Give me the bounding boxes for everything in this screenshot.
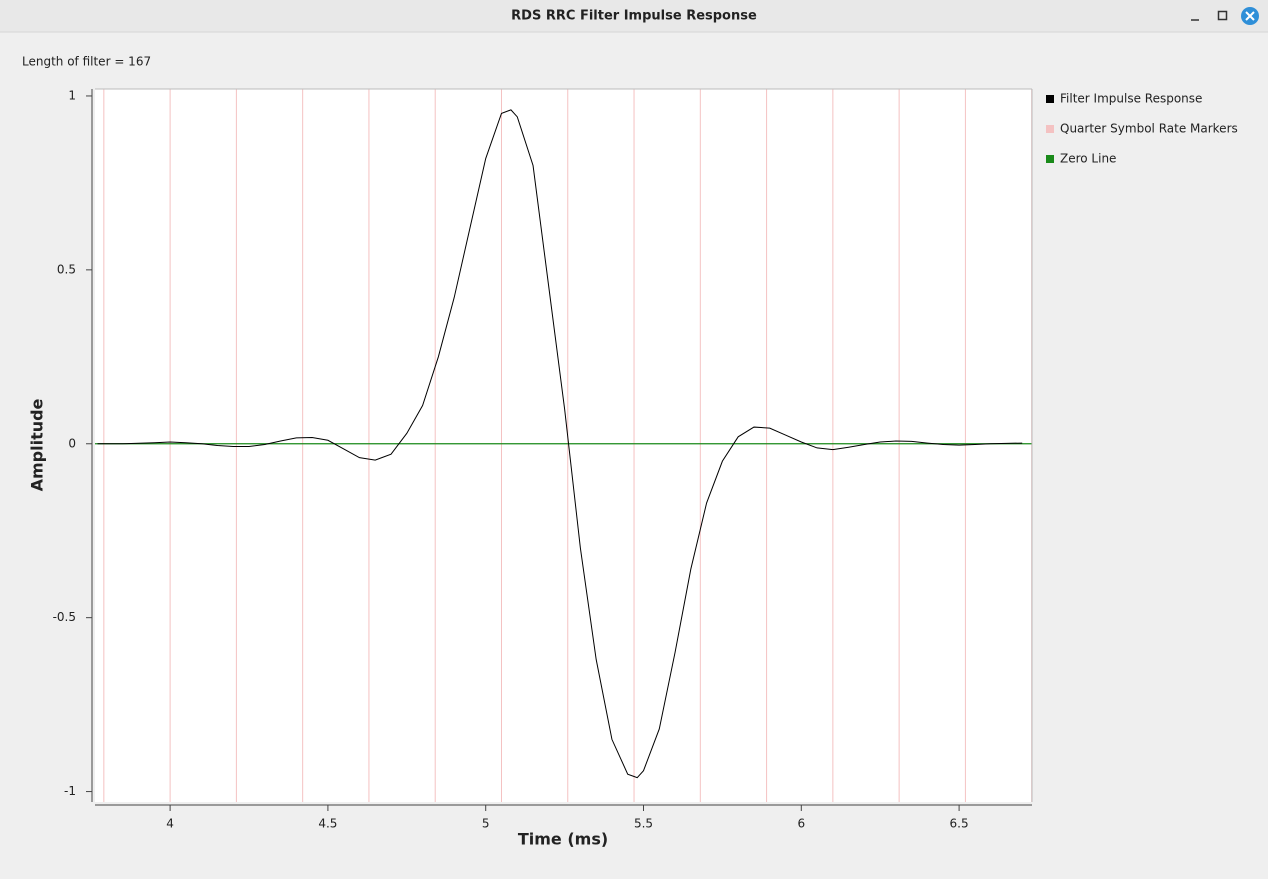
plot-area — [95, 89, 1032, 802]
title-bar — [0, 0, 1268, 32]
close-x — [1245, 11, 1255, 21]
y-tick-label: 0.5 — [57, 262, 76, 276]
x-tick-label: 4 — [166, 817, 174, 831]
plot — [95, 89, 1033, 802]
x-tick-label: 4.5 — [318, 817, 337, 831]
y-tick-label: -0.5 — [53, 610, 76, 624]
x-tick-label: 5.5 — [634, 817, 653, 831]
legend-swatch — [1046, 155, 1054, 163]
response-line — [97, 109, 1023, 779]
legend-label: Quarter Symbol Rate Markers — [1060, 122, 1238, 136]
x-tick-label: 5 — [482, 817, 490, 831]
y-tick-label: -1 — [64, 784, 76, 798]
y-tick-label: 0 — [68, 436, 76, 450]
y-axis-label: Amplitude — [28, 398, 47, 491]
maximize-button[interactable] — [1217, 10, 1228, 21]
legend-swatch — [1046, 125, 1054, 133]
legend-label: Zero Line — [1060, 152, 1116, 166]
legend-swatch — [1046, 95, 1054, 103]
x-axis-label: Time (ms) — [518, 830, 608, 849]
legend-label: Filter Impulse Response — [1060, 92, 1202, 106]
x-tick-label: 6 — [797, 817, 805, 831]
window-title: RDS RRC Filter Impulse Response — [511, 9, 757, 24]
x-tick-label: 6.5 — [950, 817, 969, 831]
close-button[interactable] — [1241, 7, 1259, 25]
y-tick-label: 1 — [68, 88, 76, 102]
filter-length: Length of filter = 167 — [22, 55, 151, 69]
